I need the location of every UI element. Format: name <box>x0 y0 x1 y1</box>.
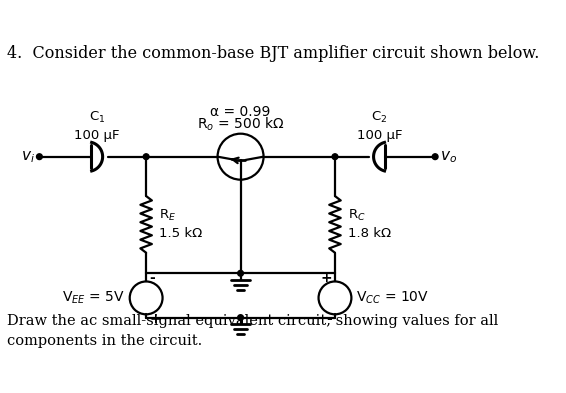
Circle shape <box>238 270 243 276</box>
Text: V$_{CC}$ = 10V: V$_{CC}$ = 10V <box>357 290 430 306</box>
Circle shape <box>143 154 149 160</box>
Circle shape <box>432 154 438 160</box>
Text: 4.  Consider the common-base BJT amplifier circuit shown below.: 4. Consider the common-base BJT amplifie… <box>7 45 539 62</box>
Text: $v_i$: $v_i$ <box>20 149 35 165</box>
Text: $v_o$: $v_o$ <box>440 149 457 165</box>
Text: +: + <box>320 271 332 285</box>
Text: R$_o$ = 500 kΩ: R$_o$ = 500 kΩ <box>197 115 284 132</box>
Circle shape <box>332 154 338 160</box>
Circle shape <box>238 315 243 320</box>
Text: Draw the ac small-signal equivalent circuit, showing values for all
components i: Draw the ac small-signal equivalent circ… <box>7 314 498 348</box>
Text: α = 0.99: α = 0.99 <box>211 105 271 119</box>
Text: C$_2$
100 μF: C$_2$ 100 μF <box>357 109 402 141</box>
Text: -: - <box>149 271 155 285</box>
Text: -: - <box>326 312 332 326</box>
Text: +: + <box>149 312 161 326</box>
Text: V$_{EE}$ = 5V: V$_{EE}$ = 5V <box>62 290 125 306</box>
Circle shape <box>37 154 42 160</box>
Text: R$_E$
1.5 kΩ: R$_E$ 1.5 kΩ <box>159 208 203 241</box>
Text: R$_C$
1.8 kΩ: R$_C$ 1.8 kΩ <box>348 208 391 241</box>
Text: C$_1$
100 μF: C$_1$ 100 μF <box>74 109 119 141</box>
